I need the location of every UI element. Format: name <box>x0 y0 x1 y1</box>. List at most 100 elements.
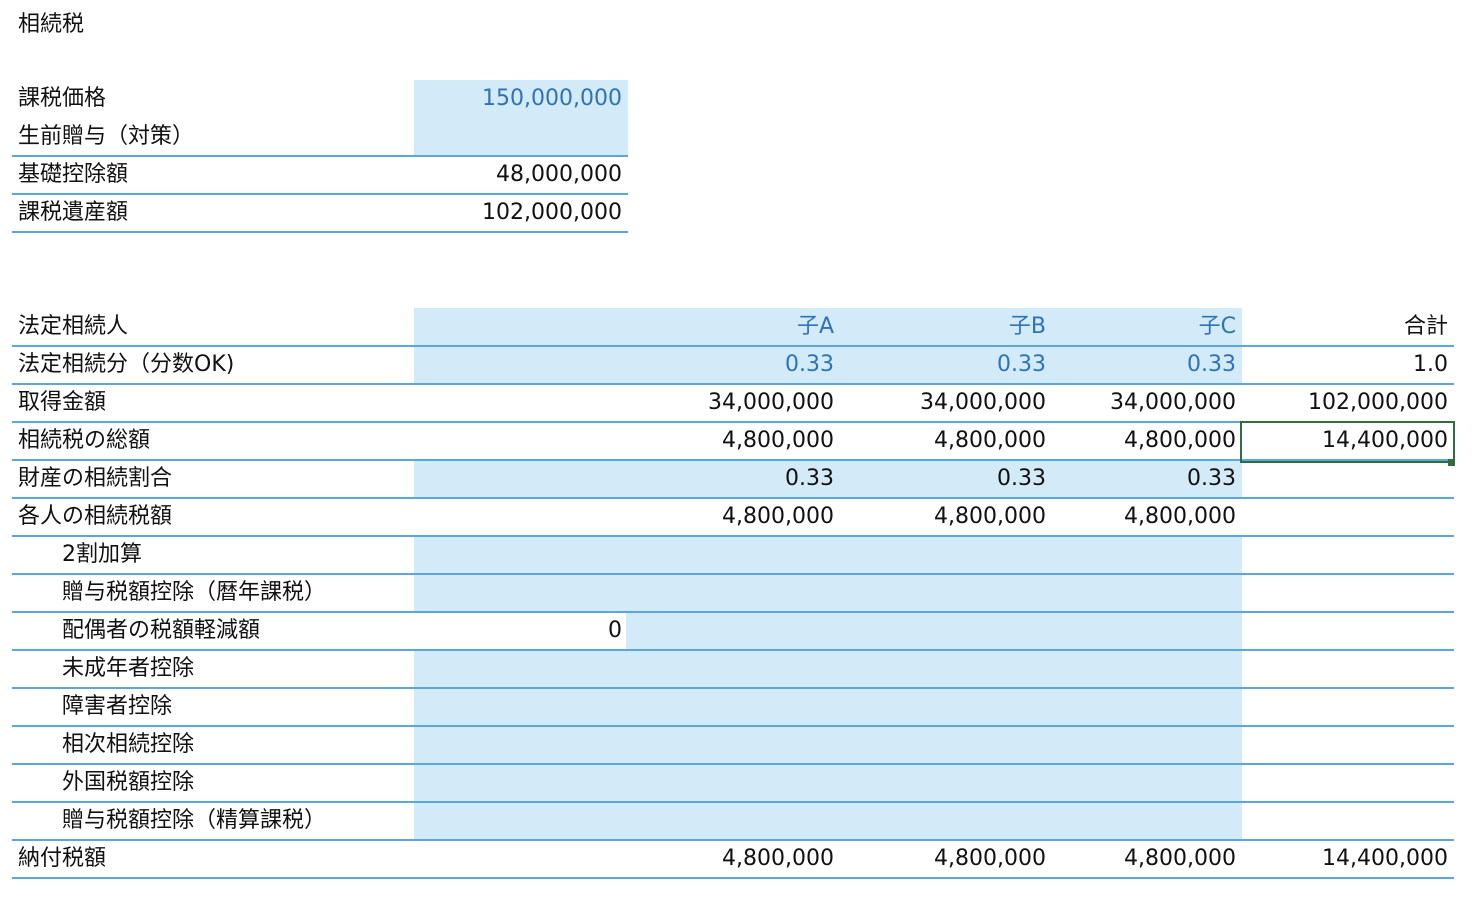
cell-child-b[interactable]: 0.33 <box>997 352 1046 377</box>
cell-child-b[interactable] <box>840 802 1052 840</box>
cell-child-c[interactable] <box>1052 726 1242 764</box>
cell-col0[interactable] <box>414 764 628 802</box>
row-label: 外国税額控除 <box>62 770 195 795</box>
cell-child-b[interactable] <box>840 574 1052 612</box>
cell-child-a[interactable]: 4,800,000 <box>722 428 834 453</box>
cell-col0[interactable] <box>414 498 628 536</box>
cell-col0[interactable]: 0 <box>608 618 622 643</box>
cell-total[interactable] <box>1242 650 1454 688</box>
cell-child-c[interactable]: 4,800,000 <box>1124 428 1236 453</box>
cell-child-b[interactable]: 4,800,000 <box>934 428 1046 453</box>
rule-top-2 <box>12 193 628 195</box>
cell-child-b[interactable] <box>840 726 1052 764</box>
cell-child-b[interactable]: 4,800,000 <box>934 846 1046 871</box>
input-pre-gift[interactable] <box>414 118 628 156</box>
cell-child-a[interactable]: 4,800,000 <box>722 504 834 529</box>
row-rule <box>12 535 1454 537</box>
cell-total[interactable] <box>1242 726 1454 764</box>
cell-child-a[interactable] <box>628 688 840 726</box>
cell-child-c[interactable]: 0.33 <box>1187 352 1236 377</box>
cell-total[interactable]: 14,400,000 <box>1322 846 1448 871</box>
cell-child-c[interactable] <box>1052 536 1242 574</box>
row-rule <box>12 763 1454 765</box>
cell-child-c[interactable] <box>1052 650 1242 688</box>
cell-total[interactable] <box>1242 612 1454 650</box>
fill-handle[interactable] <box>1448 459 1455 466</box>
row-label: 相次相続控除 <box>62 732 195 757</box>
cell-child-b[interactable] <box>840 764 1052 802</box>
cell-child-c[interactable]: 0.33 <box>1187 466 1236 491</box>
cell-col0[interactable] <box>414 346 628 384</box>
cell-total[interactable] <box>1242 536 1454 574</box>
row-rule <box>12 877 1454 879</box>
input-taxable-price[interactable]: 150,000,000 <box>482 86 622 111</box>
cell-child-a[interactable] <box>628 612 840 650</box>
cell-col0[interactable] <box>414 536 628 574</box>
cell-col0[interactable] <box>414 460 628 498</box>
cell-child-c[interactable] <box>1052 612 1242 650</box>
cell-total[interactable]: 1.0 <box>1413 352 1448 377</box>
cell-child-b[interactable] <box>840 688 1052 726</box>
cell-col0[interactable] <box>414 688 628 726</box>
label-taxable-estate: 課税遺産額 <box>18 200 129 225</box>
cell-child-c[interactable]: 4,800,000 <box>1124 504 1236 529</box>
cell-total[interactable] <box>1242 764 1454 802</box>
header-child-c[interactable]: 子C <box>1198 314 1236 339</box>
cell-child-a[interactable] <box>628 764 840 802</box>
cell-total[interactable] <box>1242 688 1454 726</box>
cell-total[interactable] <box>1242 802 1454 840</box>
cell-child-a[interactable] <box>628 650 840 688</box>
value-taxable-estate[interactable]: 102,000,000 <box>482 200 622 225</box>
input-fill-spouse <box>626 612 1242 650</box>
cell-col0[interactable] <box>414 574 628 612</box>
cell-child-b[interactable] <box>840 650 1052 688</box>
cell-total[interactable]: 102,000,000 <box>1308 390 1448 415</box>
cell-child-a[interactable]: 4,800,000 <box>722 846 834 871</box>
row-rule <box>12 611 1454 613</box>
cell-child-a[interactable]: 34,000,000 <box>708 390 834 415</box>
row-rule <box>12 383 1454 385</box>
cell-child-c[interactable]: 4,800,000 <box>1124 846 1236 871</box>
label-pre-gift: 生前贈与（対策） <box>18 124 195 149</box>
row-rule <box>12 421 1454 423</box>
row-rule <box>12 839 1454 841</box>
cell-total[interactable]: 14,400,000 <box>1322 428 1448 453</box>
row-label: 各人の相続税額 <box>18 504 173 529</box>
cell-child-c[interactable] <box>1052 802 1242 840</box>
cell-total[interactable] <box>1242 498 1454 536</box>
cell-child-b[interactable] <box>840 612 1052 650</box>
cell-child-b[interactable]: 34,000,000 <box>920 390 1046 415</box>
header-child-a[interactable]: 子A <box>796 314 834 339</box>
cell-child-a[interactable]: 0.33 <box>785 352 834 377</box>
cell-child-b[interactable]: 0.33 <box>997 466 1046 491</box>
cell-child-c[interactable] <box>1052 764 1242 802</box>
row-label: 贈与税額控除（精算課税） <box>62 808 327 833</box>
row-rule <box>12 497 1454 499</box>
row-label: 相続税の総額 <box>18 428 151 453</box>
cell-child-a[interactable] <box>628 536 840 574</box>
cell-col0[interactable] <box>414 384 628 422</box>
cell-col0[interactable] <box>414 802 628 840</box>
cell-child-b[interactable]: 4,800,000 <box>934 504 1046 529</box>
row-rule <box>12 801 1454 803</box>
row-rule <box>12 459 1454 461</box>
cell-child-a[interactable] <box>628 802 840 840</box>
cell-total[interactable] <box>1242 460 1454 498</box>
cell-child-b[interactable] <box>840 536 1052 574</box>
cell-child-a[interactable] <box>628 574 840 612</box>
cell-child-a[interactable]: 0.33 <box>785 466 834 491</box>
fill-ratio-row <box>414 460 1242 498</box>
cell-col0[interactable] <box>414 840 628 878</box>
cell-child-c[interactable] <box>1052 688 1242 726</box>
cell-col0[interactable] <box>414 650 628 688</box>
cell-child-c[interactable] <box>1052 574 1242 612</box>
row-label: 財産の相続割合 <box>18 466 173 491</box>
cell-col0[interactable] <box>414 422 628 460</box>
cell-col0[interactable] <box>414 726 628 764</box>
cell-child-c[interactable]: 34,000,000 <box>1110 390 1236 415</box>
cell-child-a[interactable] <box>628 726 840 764</box>
value-basic-deduction[interactable]: 48,000,000 <box>496 162 622 187</box>
header-child-b[interactable]: 子B <box>1008 314 1046 339</box>
row-label: 2割加算 <box>62 542 142 567</box>
cell-total[interactable] <box>1242 574 1454 612</box>
